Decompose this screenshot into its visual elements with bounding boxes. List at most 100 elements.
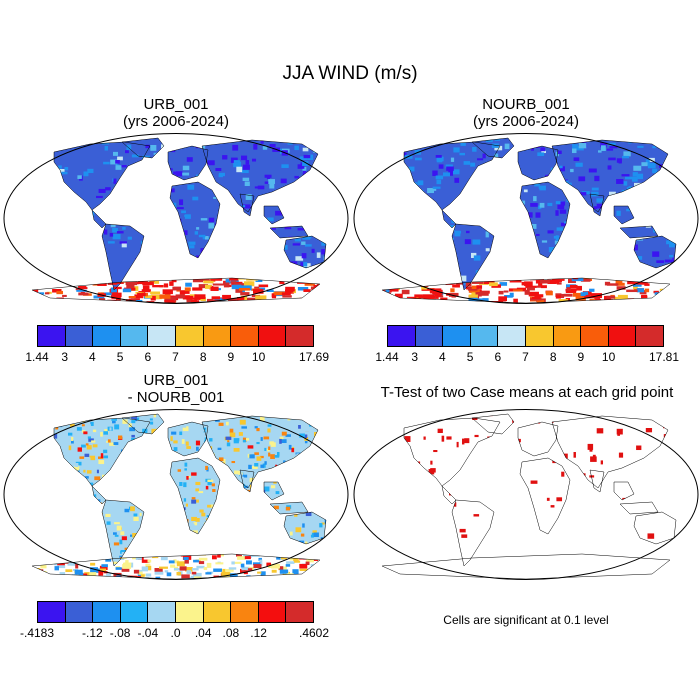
colorbar-swatch <box>65 326 94 346</box>
coastline-asia <box>201 415 319 489</box>
coastline-australia <box>633 235 677 269</box>
coastline-southAmerica <box>451 223 495 291</box>
panel-1-title-line1: URB_001 <box>143 96 209 113</box>
coastline-africa <box>519 181 571 259</box>
colorbar-tick-label: 1.44 <box>25 350 49 364</box>
colorbar-tick-label: 9 <box>227 350 235 364</box>
coastline-europe <box>167 145 209 181</box>
coastline-centralAm <box>91 485 107 505</box>
map-nourb-wind <box>353 133 699 304</box>
colorbar-tick-label: .04 <box>194 626 212 640</box>
panel-3-title-line1: URB_001 <box>143 372 209 389</box>
coastline-australia <box>283 235 327 269</box>
colorbar-swatch <box>608 326 637 346</box>
colorbar-tick-label: 8 <box>549 350 557 364</box>
colorbar-tick-label: 3 <box>411 350 419 364</box>
coastline-northAmerica <box>403 141 501 211</box>
colorbar-tick-label: 6 <box>494 350 502 364</box>
coastline-greenland <box>471 137 515 159</box>
coastline-centralAm <box>441 209 457 229</box>
colorbar-tick-label: 4 <box>89 350 96 364</box>
map-ttest-significance <box>353 409 699 580</box>
coastline-india <box>239 469 255 493</box>
map-frame <box>3 409 349 580</box>
colorbar-tick-label: 5 <box>116 350 124 364</box>
colorbar-difference <box>37 601 314 623</box>
colorbar-swatch <box>581 326 609 346</box>
coastline-antarctica <box>381 553 671 580</box>
colorbar-tick-label: 6 <box>144 350 152 364</box>
colorbar-tick-label: .0 <box>170 626 181 640</box>
colorbar-swatch <box>231 326 259 346</box>
coastline-antarctica <box>381 277 671 304</box>
colorbar-tick-label: -.04 <box>137 626 159 640</box>
colorbar-swatch <box>148 602 176 622</box>
coastline-europe <box>167 421 209 457</box>
colorbar-tick-label: -.08 <box>109 626 131 640</box>
coastline-greenland <box>471 413 515 435</box>
colorbar-swatch <box>470 326 499 346</box>
colorbar-swatch <box>38 602 66 622</box>
panel-3-title-line2: - NOURB_001 <box>127 389 225 406</box>
map-urb-wind <box>3 133 349 304</box>
coastline-australia <box>633 511 677 545</box>
map-frame <box>353 133 699 304</box>
coastline-seAsia <box>263 481 285 501</box>
coastline-antarctica <box>31 553 321 580</box>
colorbar-swatch <box>203 602 232 622</box>
colorbar-swatch <box>120 326 149 346</box>
colorbar-swatch <box>175 602 204 622</box>
coastline-africa <box>169 457 221 535</box>
colorbar-tick-label: 5 <box>466 350 474 364</box>
colorbar-tick-label: .4602 <box>298 626 330 640</box>
colorbar-swatch <box>553 326 582 346</box>
coastline-northAmerica <box>403 417 501 487</box>
colorbar-swatch <box>443 326 471 346</box>
panel-2-title-line2: (yrs 2006-2024) <box>473 113 579 130</box>
coastline-southAmerica <box>101 223 145 291</box>
map-background <box>354 409 698 580</box>
coastline-seAsia <box>263 205 285 225</box>
colorbar-swatch <box>636 326 663 346</box>
coastline-centralAm <box>441 485 457 505</box>
colorbar-tick-label: 3 <box>61 350 69 364</box>
coastline-europe <box>517 145 559 181</box>
panel-1-title-line2: (yrs 2006-2024) <box>123 113 229 130</box>
coastline-antarctica <box>31 277 321 304</box>
colorbar-swatch <box>258 602 287 622</box>
coastline-africa <box>519 457 571 535</box>
coastline-northAmerica <box>53 141 151 211</box>
colorbar-tick-label: 9 <box>577 350 585 364</box>
panel-1-title: URB_001 (yrs 2006-2024) <box>26 96 326 130</box>
colorbar-nourb <box>387 325 664 347</box>
colorbar-tick-label: 10 <box>251 350 266 364</box>
colorbar-swatch <box>93 602 121 622</box>
coastline-indonesia <box>619 501 659 515</box>
coastline-asia <box>201 139 319 213</box>
panel-3-title: URB_001 - NOURB_001 <box>26 372 326 406</box>
colorbar-swatch <box>203 326 232 346</box>
colorbar-swatch <box>525 326 554 346</box>
map-frame <box>353 409 699 580</box>
coastline-southAmerica <box>451 499 495 567</box>
coastline-asia <box>551 139 669 213</box>
map-wind-difference <box>3 409 349 580</box>
coastline-indonesia <box>619 225 659 239</box>
coastline-africa <box>169 181 221 259</box>
colorbar-swatch <box>388 326 416 346</box>
colorbar-swatch <box>175 326 204 346</box>
colorbar-swatch <box>498 326 526 346</box>
coastline-northAmerica <box>53 417 151 487</box>
colorbar-swatch <box>286 326 313 346</box>
colorbar-swatch <box>93 326 121 346</box>
coastline-europe <box>517 421 559 457</box>
main-title: JJA WIND (m/s) <box>282 63 418 84</box>
coastline-india <box>589 469 605 493</box>
coastline-seAsia <box>613 481 635 501</box>
map-frame <box>3 133 349 304</box>
colorbar-tick-label: 1.44 <box>375 350 399 364</box>
colorbar-tick-label: 8 <box>199 350 207 364</box>
coastline-greenland <box>121 137 165 159</box>
coastline-india <box>239 193 255 217</box>
coastline-india <box>589 193 605 217</box>
